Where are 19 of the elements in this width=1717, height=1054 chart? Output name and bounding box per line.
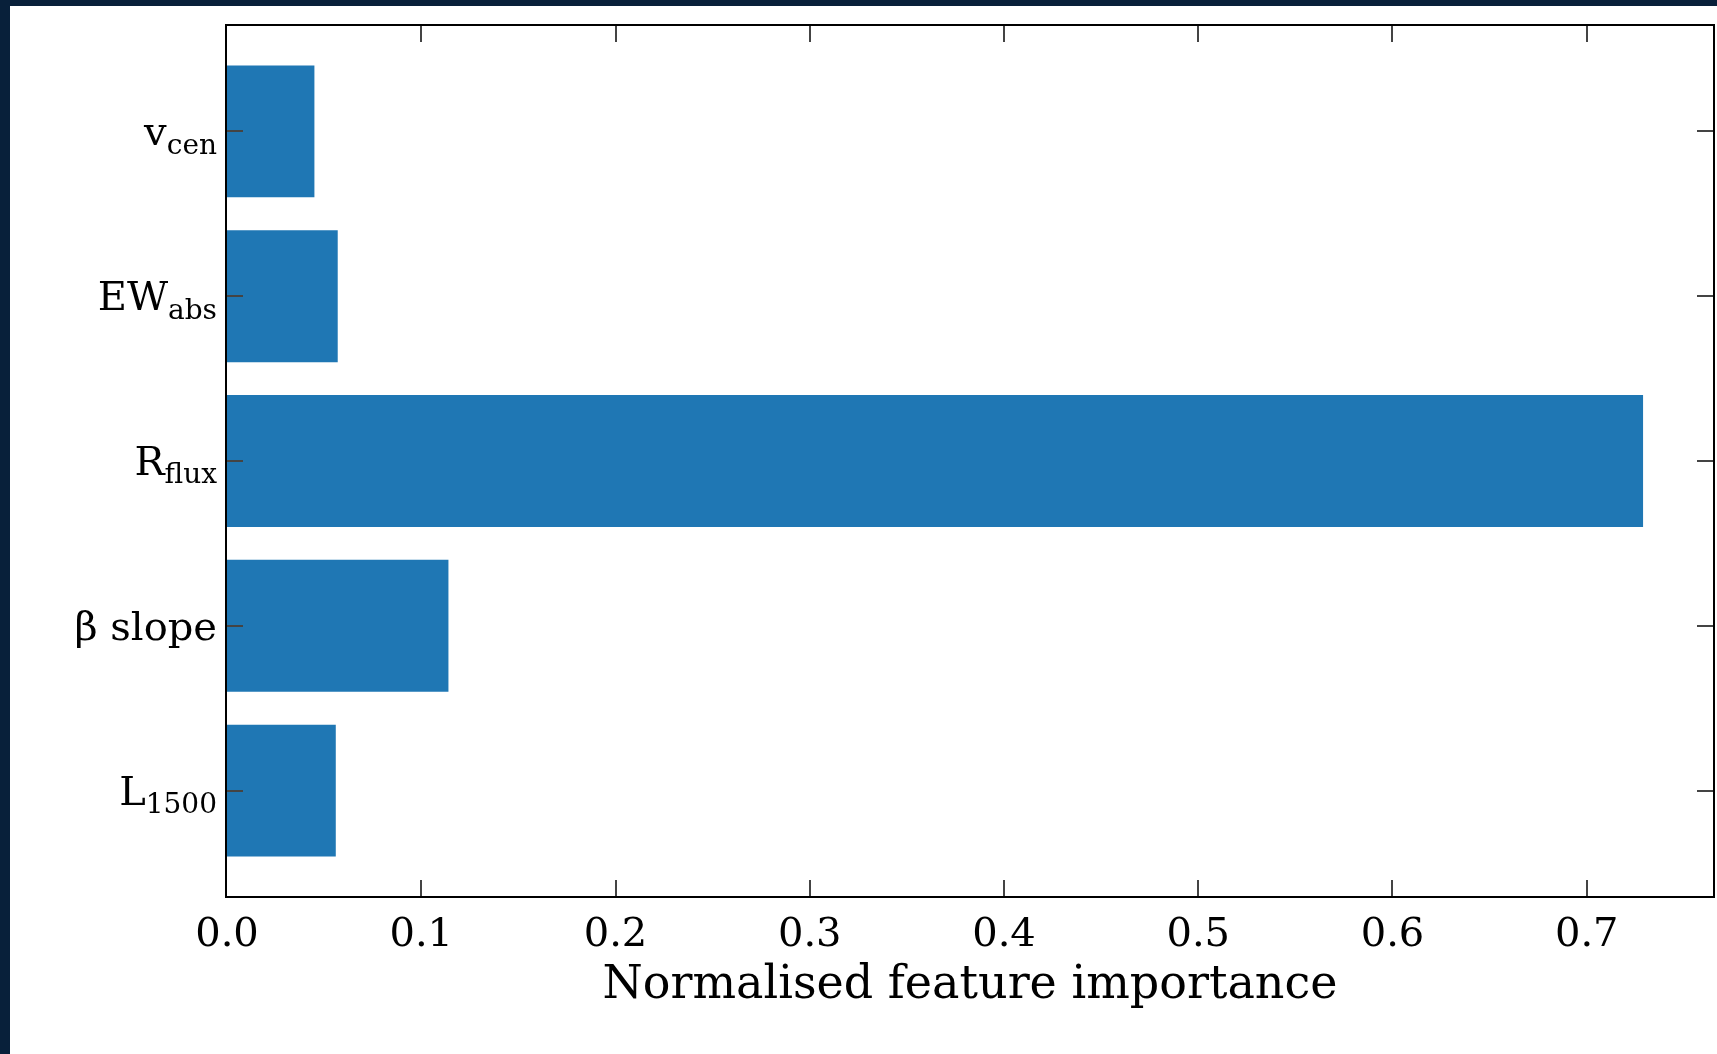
y-tick-label: R$_{flux}$ [134,438,218,491]
x-tick-label: 0.4 [972,909,1036,955]
bar [227,724,336,857]
y-tick-label: β slope [74,602,217,649]
bar [227,65,315,198]
x-tick-label: 0.0 [195,909,259,955]
x-tick-label: 0.5 [1166,909,1231,955]
x-tick-label: 0.7 [1554,909,1619,955]
bar [227,395,1644,527]
x-tick-label: 0.3 [777,909,842,955]
bar [227,230,338,363]
x-tick-label: 0.2 [583,909,648,955]
bar [227,559,449,692]
y-tick-label: v$_{cen}$ [143,108,217,161]
x-tick-label: 0.1 [389,909,454,955]
x-axis-title: Normalised feature importance [602,955,1338,1009]
y-tick-label: L$_{1500}$ [119,767,217,820]
y-tick-label: EW$_{abs}$ [97,273,217,326]
x-tick-label: 0.6 [1360,909,1425,955]
